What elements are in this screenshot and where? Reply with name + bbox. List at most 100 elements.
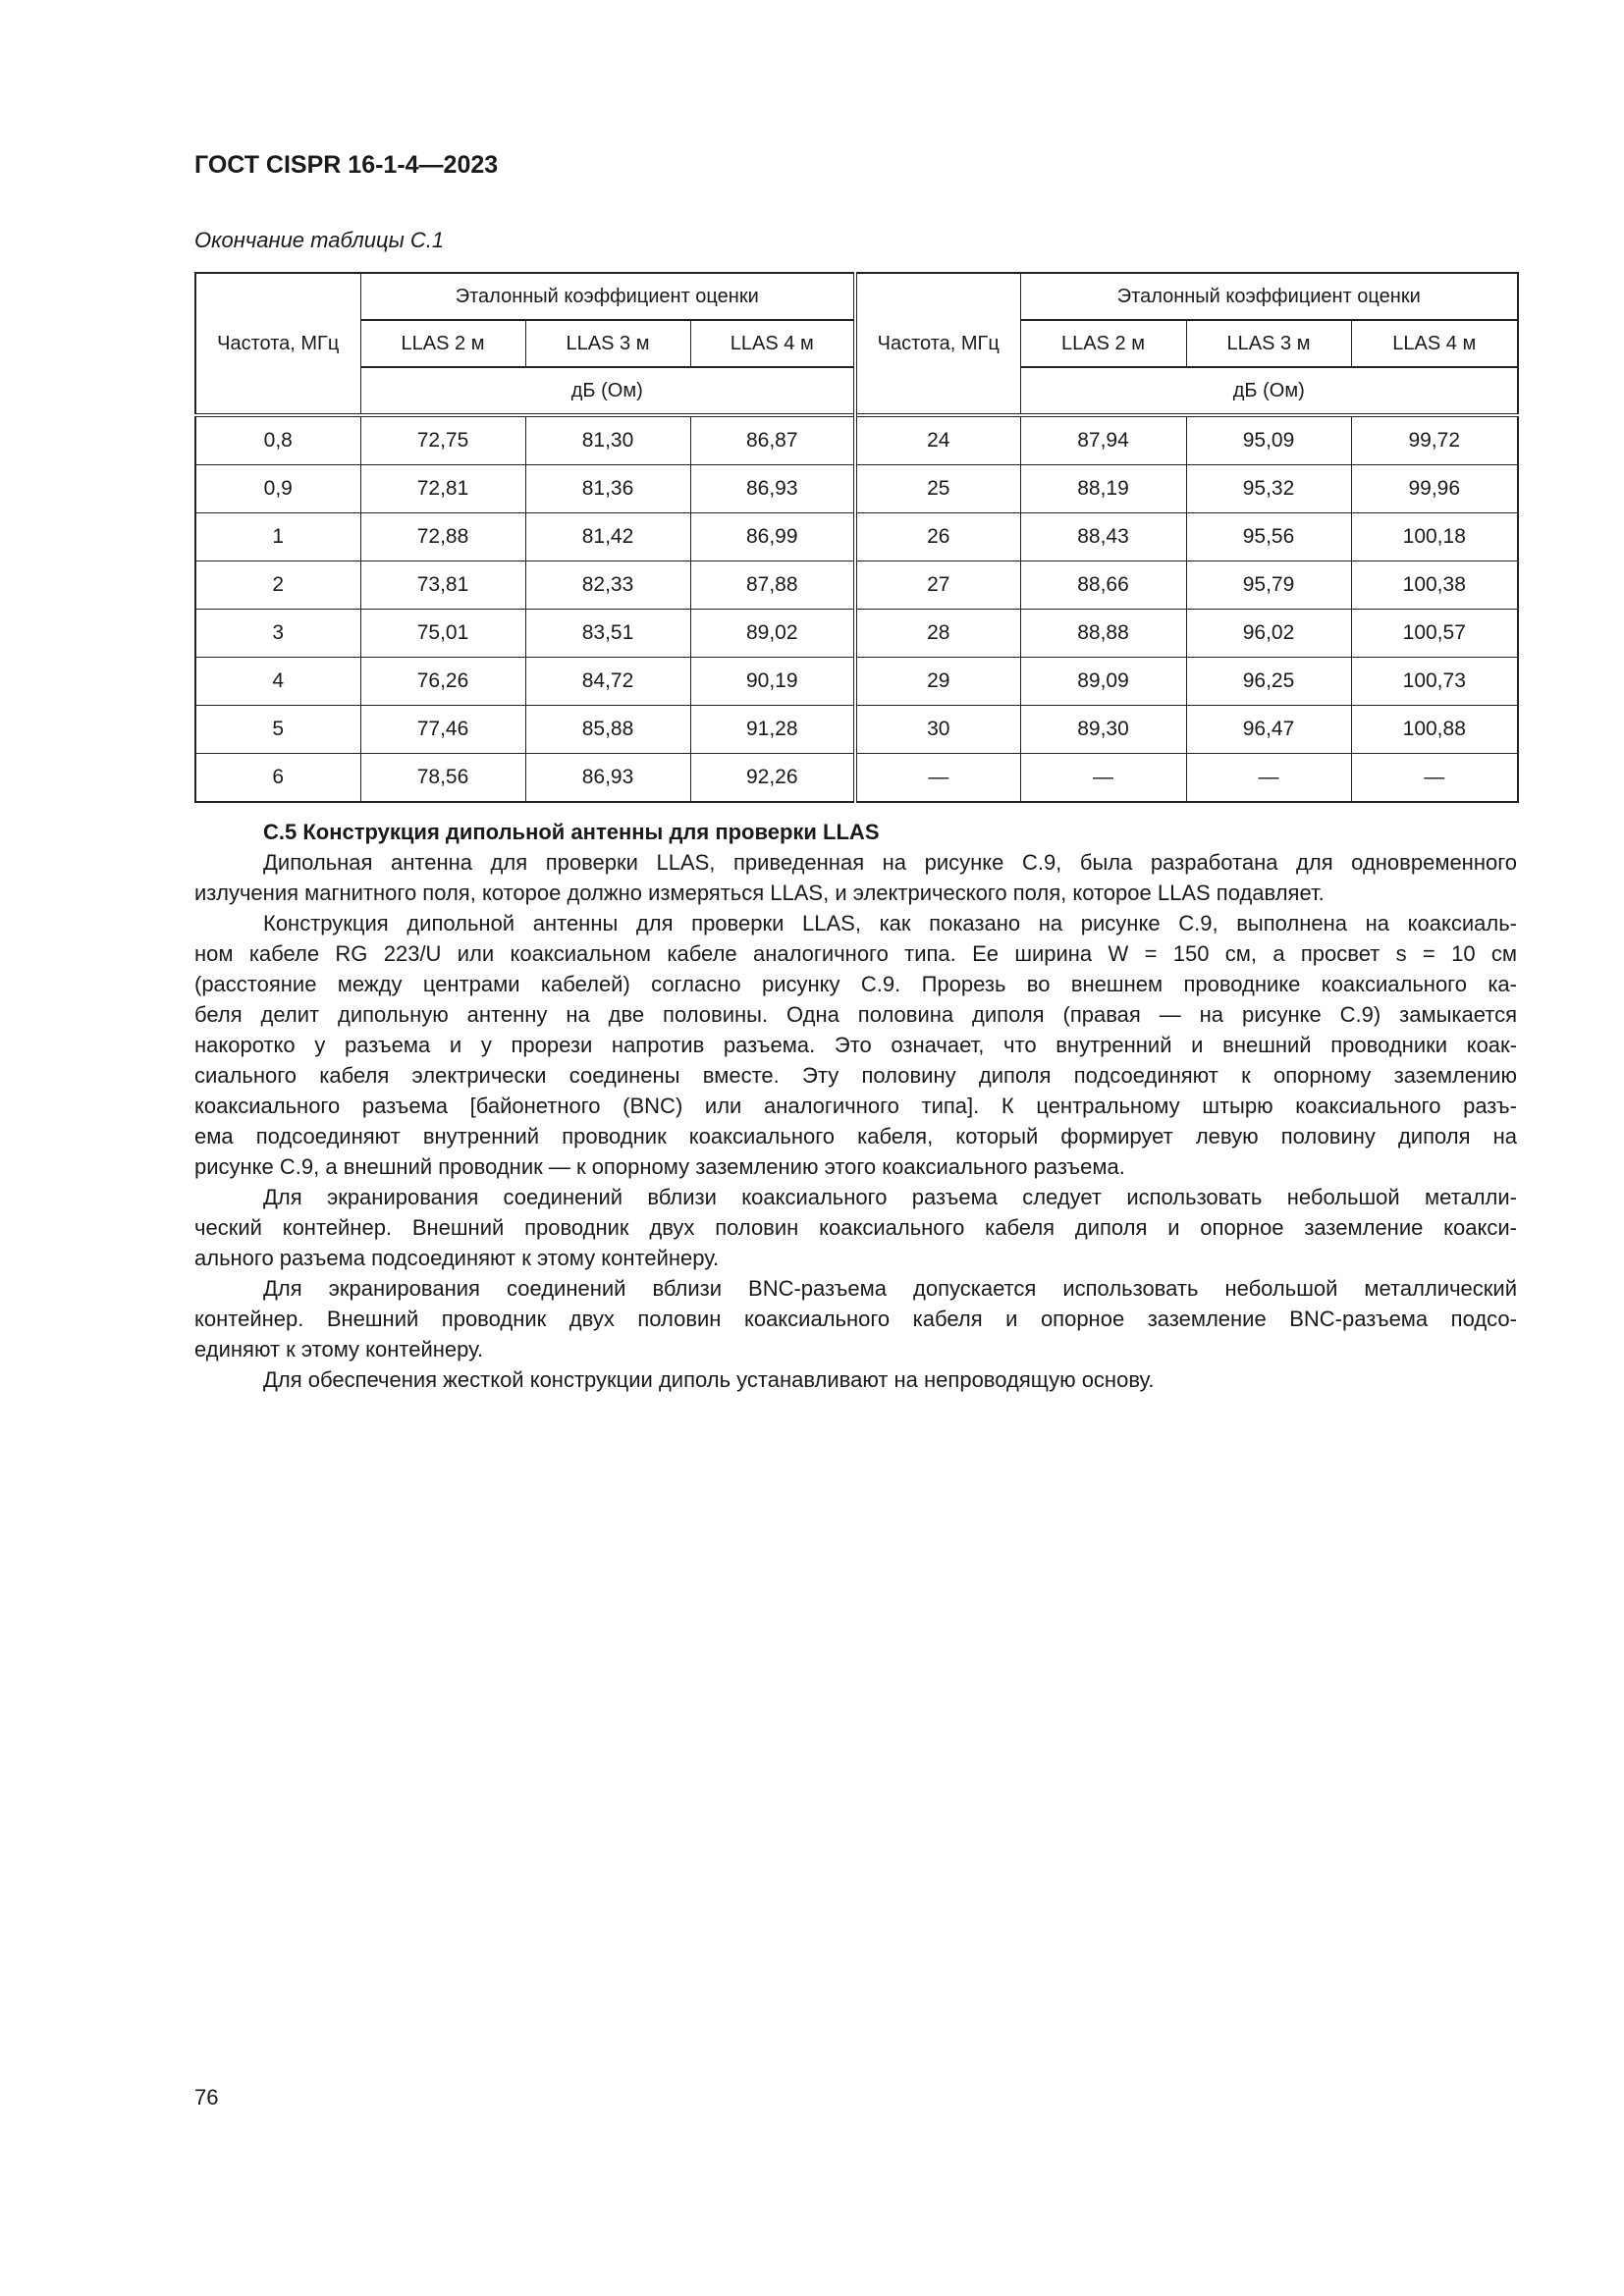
unit-header: дБ (Ом) — [359, 366, 856, 416]
table-row: 4 76,26 84,72 90,19 29 89,09 96,25 100,73 — [194, 657, 1519, 706]
value-cell: 89,30 — [1019, 705, 1187, 754]
column-header: LLAS 3 м — [1185, 319, 1352, 368]
paragraph-line: (расстояние между центрами кабелей) согл… — [194, 972, 1517, 996]
value-cell: 100,57 — [1350, 609, 1519, 658]
value-cell: 82,33 — [524, 561, 691, 610]
paragraph-line: рисунке С.9, а внешний проводник — к опо… — [194, 1154, 1125, 1179]
value-cell: — — [1185, 753, 1352, 803]
value-cell: 77,46 — [359, 705, 526, 754]
value-cell: — — [1019, 753, 1187, 803]
paragraph-line: Конструкция дипольной антенны для провер… — [263, 911, 1517, 935]
paragraph-line: Для экранирования соединений вблизи коак… — [263, 1185, 1517, 1209]
paragraph: Для экранирования соединений вблизи BNC-… — [194, 1273, 1517, 1364]
freq-header: Частота, МГц — [194, 272, 361, 416]
value-cell: 92,26 — [689, 753, 856, 803]
value-cell: 90,19 — [689, 657, 856, 706]
value-cell: 99,72 — [1350, 413, 1519, 465]
value-cell: 96,02 — [1185, 609, 1352, 658]
frequency-cell: 0,9 — [194, 464, 361, 513]
value-cell: 81,30 — [524, 413, 691, 465]
column-header: LLAS 2 м — [1019, 319, 1187, 368]
frequency-cell: 26 — [853, 512, 1021, 561]
table-row: 6 78,56 86,93 92,26— — — — — [194, 753, 1519, 803]
value-cell: 89,09 — [1019, 657, 1187, 706]
frequency-cell: 25 — [853, 464, 1021, 513]
value-cell: 100,18 — [1350, 512, 1519, 561]
paragraph-line: ческий контейнер. Внешний проводник двух… — [194, 1215, 1517, 1240]
value-cell: 95,09 — [1185, 413, 1352, 465]
group-header: Эталонный коэффициент оценки — [1019, 272, 1519, 321]
column-header: LLAS 2 м — [359, 319, 526, 368]
table-caption: Окончание таблицы С.1 — [194, 228, 445, 252]
paragraph: Для обеспечения жесткой конструкции дипо… — [194, 1364, 1517, 1395]
value-cell: 72,75 — [359, 413, 526, 465]
group-header: Эталонный коэффициент оценки — [359, 272, 856, 321]
frequency-cell: 4 — [194, 657, 361, 706]
paragraph-line: накоротко у разъема и у прорези напротив… — [194, 1033, 1517, 1057]
frequency-cell: 0,8 — [194, 413, 361, 465]
document-title: ГОСТ CISPR 16-1-4—2023 — [194, 151, 499, 179]
table-row: 0,8 72,75 81,30 86,87 24 87,94 95,09 99,72 — [194, 413, 1519, 465]
value-cell: 88,43 — [1019, 512, 1187, 561]
value-cell: 96,47 — [1185, 705, 1352, 754]
paragraph-line: Дипольная антенна для проверки LLAS, при… — [263, 850, 1517, 875]
paragraph-line: ном кабеле RG 223/U или коаксиальном каб… — [194, 941, 1517, 966]
freq-header: Частота, МГц — [853, 272, 1021, 416]
frequency-cell: 29 — [853, 657, 1021, 706]
value-cell: 76,26 — [359, 657, 526, 706]
value-cell: 100,38 — [1350, 561, 1519, 610]
paragraph: Для экранирования соединений вблизи коак… — [194, 1182, 1517, 1273]
frequency-cell: 5 — [194, 705, 361, 754]
frequency-cell: 6 — [194, 753, 361, 803]
value-cell: 83,51 — [524, 609, 691, 658]
paragraph-line: ального разъема подсоединяют к этому кон… — [194, 1246, 720, 1270]
paragraph: Конструкция дипольной антенны для провер… — [194, 908, 1517, 1182]
value-cell: 95,56 — [1185, 512, 1352, 561]
paragraph-line: единяют к этому контейнеру. — [194, 1337, 484, 1362]
value-cell: 99,96 — [1350, 464, 1519, 513]
value-cell: 81,36 — [524, 464, 691, 513]
frequency-cell: — — [853, 753, 1021, 803]
paragraph-line: Для обеспечения жесткой конструкции дипо… — [263, 1367, 1155, 1392]
table-row: 5 77,46 85,88 91,28 30 89,30 96,47 100,88 — [194, 705, 1519, 754]
paragraph-line: контейнер. Внешний проводник двух полови… — [194, 1307, 1517, 1331]
frequency-cell: 1 — [194, 512, 361, 561]
value-cell: 95,32 — [1185, 464, 1352, 513]
frequency-cell: 2 — [194, 561, 361, 610]
value-cell: 88,19 — [1019, 464, 1187, 513]
value-cell: 73,81 — [359, 561, 526, 610]
paragraph-line: Для экранирования соединений вблизи BNC-… — [263, 1276, 1517, 1301]
paragraph-line: ема подсоединяют внутренний проводник ко… — [194, 1124, 1517, 1148]
value-cell: 84,72 — [524, 657, 691, 706]
paragraph-line: излучения магнитного поля, которое должн… — [194, 881, 1325, 905]
table-row: 0,9 72,81 81,36 86,93 25 88,19 95,32 99,96 — [194, 464, 1519, 513]
column-header: LLAS 3 м — [524, 319, 691, 368]
value-cell: 100,88 — [1350, 705, 1519, 754]
page-number: 76 — [194, 2085, 219, 2109]
value-cell: 89,02 — [689, 609, 856, 658]
value-cell: 72,81 — [359, 464, 526, 513]
paragraph-line: сиального кабеля электрически соединены … — [194, 1063, 1517, 1088]
value-cell: 72,88 — [359, 512, 526, 561]
table-row: 2 73,81 82,33 87,88 27 88,66 95,79 100,38 — [194, 561, 1519, 610]
frequency-cell: 3 — [194, 609, 361, 658]
section-heading: С.5 Конструкция дипольной антенны для пр… — [263, 820, 880, 844]
value-cell: 95,79 — [1185, 561, 1352, 610]
value-cell: 86,93 — [524, 753, 691, 803]
value-cell: 75,01 — [359, 609, 526, 658]
section-text: С.5 Конструкция дипольной антенны для пр… — [194, 817, 1517, 1395]
paragraph: Дипольная антенна для проверки LLAS, при… — [194, 847, 1517, 908]
value-cell: 87,88 — [689, 561, 856, 610]
value-cell: 86,87 — [689, 413, 856, 465]
paragraph-line: беля делит дипольную антенну на две поло… — [194, 1002, 1517, 1027]
value-cell: 100,73 — [1350, 657, 1519, 706]
paragraph-line: коаксиального разъема [байонетного (BNC)… — [194, 1094, 1517, 1118]
value-cell: 85,88 — [524, 705, 691, 754]
unit-header: дБ (Ом) — [1019, 366, 1519, 416]
frequency-cell: 30 — [853, 705, 1021, 754]
table-row: 3 75,01 83,51 89,02 28 88,88 96,02 100,57 — [194, 609, 1519, 658]
column-header: LLAS 4 м — [1350, 319, 1519, 368]
value-cell: 86,93 — [689, 464, 856, 513]
value-cell: 86,99 — [689, 512, 856, 561]
column-header: LLAS 4 м — [689, 319, 856, 368]
